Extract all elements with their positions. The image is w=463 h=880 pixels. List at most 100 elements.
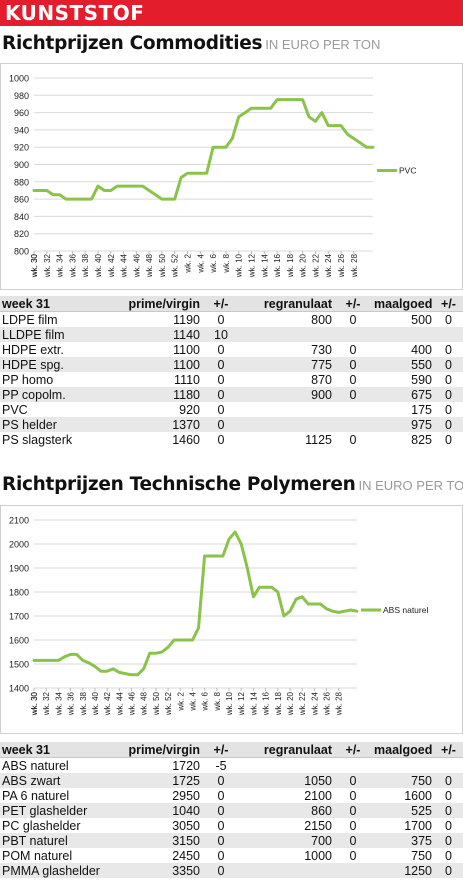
table-cell: 1250: [372, 863, 434, 878]
table-row: PC glashelder 3050 0 2150 0 1700 0: [0, 818, 463, 833]
table-row: PET glashelder 1040 0 860 0 525 0: [0, 803, 463, 818]
x-tick-label: wk. 18: [274, 691, 283, 716]
table-cell: 0: [334, 833, 372, 848]
commodities-title: Richtprijzen Commodities: [2, 33, 263, 54]
y-tick-label: 900: [14, 160, 29, 170]
table-cell: 0: [334, 773, 372, 788]
table-cell: [240, 758, 334, 774]
x-tick-label: wk. 40: [91, 691, 100, 716]
material-name: PET glashelder: [0, 803, 108, 818]
commodities-price-table: week 31 prime/virgin +/- regranulaat +/- maal…: [0, 296, 463, 447]
x-tick-label: wk. 4: [196, 253, 205, 273]
table-cell: 0: [334, 387, 372, 402]
table-cell: 0: [434, 803, 463, 818]
table-cell: 3150: [108, 833, 202, 848]
table-cell: 750: [372, 773, 434, 788]
legend-label: ABS naturel: [383, 605, 428, 615]
x-tick-label: wk. 6: [209, 253, 218, 273]
commodities-chart: 800 820 840 860 880 900 920 940 960 980 1000 wk. 30…: [0, 63, 463, 290]
table-cell: [434, 758, 463, 774]
table-cell: 0: [445, 342, 452, 357]
x-tick-label: wk. 26: [337, 253, 346, 278]
x-tick-label: wk. 52: [164, 691, 173, 716]
table-row: PA 6 naturel 2950 0 2100 0 1600 0: [0, 788, 463, 803]
table-cell: 0: [434, 417, 463, 432]
x-tick-label: wk. 16: [262, 691, 271, 716]
table-cell: 10: [202, 327, 240, 342]
table-row: ABS naturel 1720 -5: [0, 758, 463, 774]
material-name: PA 6 naturel: [2, 788, 70, 803]
table-cell: 1725: [108, 773, 202, 788]
material-name: POM naturel: [2, 848, 73, 863]
table-cell: [372, 758, 434, 774]
column-header: +/-: [334, 742, 372, 758]
y-tick-label: 1000: [9, 74, 29, 84]
table-cell: 0: [202, 417, 240, 432]
table-cell: 0: [445, 402, 452, 417]
x-tick-label: wk. 6: [201, 691, 210, 711]
table-cell: 0: [349, 848, 357, 863]
x-tick-label: wk. 52: [171, 253, 180, 278]
table-cell: 1100: [173, 342, 200, 357]
table-cell: 1050: [240, 773, 334, 788]
table-cell: 920: [179, 402, 200, 417]
polymers-heading: Richtprijzen Technische Polymeren IN EURO…: [2, 474, 463, 495]
x-tick-label: wk. 14: [249, 691, 258, 716]
commodities-heading: Richtprijzen Commodities IN EURO PER TON: [2, 33, 380, 54]
x-tick-label: wk. 20: [286, 691, 295, 716]
x-tick-label: wk. 42: [103, 691, 112, 716]
x-tick-label: wk. 40: [94, 253, 103, 278]
x-tick-label: wk. 32: [42, 691, 51, 716]
column-header: +/-: [434, 296, 463, 312]
x-tick-label: wk. 48: [140, 691, 149, 716]
x-tick-label: wk. 8: [222, 253, 231, 273]
x-tick-label: wk. 44: [120, 253, 129, 278]
x-tick-label: wk. 16: [273, 253, 282, 278]
table-cell: 2450: [172, 848, 200, 863]
column-header: +/-: [202, 296, 240, 312]
table-cell: 1110: [174, 372, 200, 387]
table-cell: 2950: [172, 788, 200, 803]
x-tick-label: wk. 46: [128, 691, 137, 716]
table-cell: 0: [217, 818, 225, 833]
table-cell: 375: [372, 833, 434, 848]
table-cell: 0: [445, 818, 452, 833]
table-cell: 730: [311, 342, 332, 357]
table-cell: 1700: [404, 818, 432, 833]
table-row: PMMA glashelder 3350 0 1250 0: [0, 863, 463, 878]
polymers-price-table: week 31 prime/virgin +/- regranulaat +/- maal…: [0, 742, 463, 878]
y-tick-label: 800: [14, 247, 29, 257]
table-cell: 1190: [173, 312, 200, 327]
column-header: +/-: [434, 742, 463, 758]
table-cell: 0: [202, 863, 240, 878]
y-tick-label: 880: [14, 177, 29, 187]
x-tick-label: wk. 12: [237, 691, 246, 716]
y-tick-label: 960: [14, 108, 29, 118]
x-tick-label: wk. 46: [132, 253, 141, 278]
table-cell: 750: [411, 848, 432, 863]
x-tick-label: wk. 26: [323, 691, 332, 716]
legend-label: PVC: [399, 166, 416, 176]
table-cell: 0: [349, 788, 357, 803]
polymers-chart: 1400 1500 1600 1700 1800 1900 2000 2100 wk. 30 wk…: [0, 505, 463, 734]
column-header: week 31: [0, 296, 108, 312]
table-cell: 0: [434, 387, 463, 402]
column-header: week 31: [0, 742, 108, 758]
table-cell: [334, 863, 372, 878]
table-cell: -5: [215, 758, 227, 773]
y-tick-label: 1400: [9, 684, 29, 694]
table-cell: 0: [217, 372, 225, 387]
x-tick-label: wk. 30: [30, 253, 39, 278]
table-cell: 0: [434, 863, 463, 878]
x-tick-label: wk. 20: [299, 253, 308, 278]
y-tick-label: 1800: [9, 588, 29, 598]
x-tick-label: wk. 30: [30, 691, 39, 716]
y-tick-label: 840: [14, 212, 29, 222]
table-cell: 400: [411, 342, 432, 357]
column-header: prime/virgin: [108, 296, 202, 312]
table-cell: 800: [311, 312, 332, 327]
table-row: PP homo 1110 0 870 0 590 0: [0, 372, 463, 387]
table-cell: 1000: [304, 848, 332, 863]
table-cell: 3050: [172, 818, 200, 833]
y-tick-label: 1700: [9, 612, 29, 622]
